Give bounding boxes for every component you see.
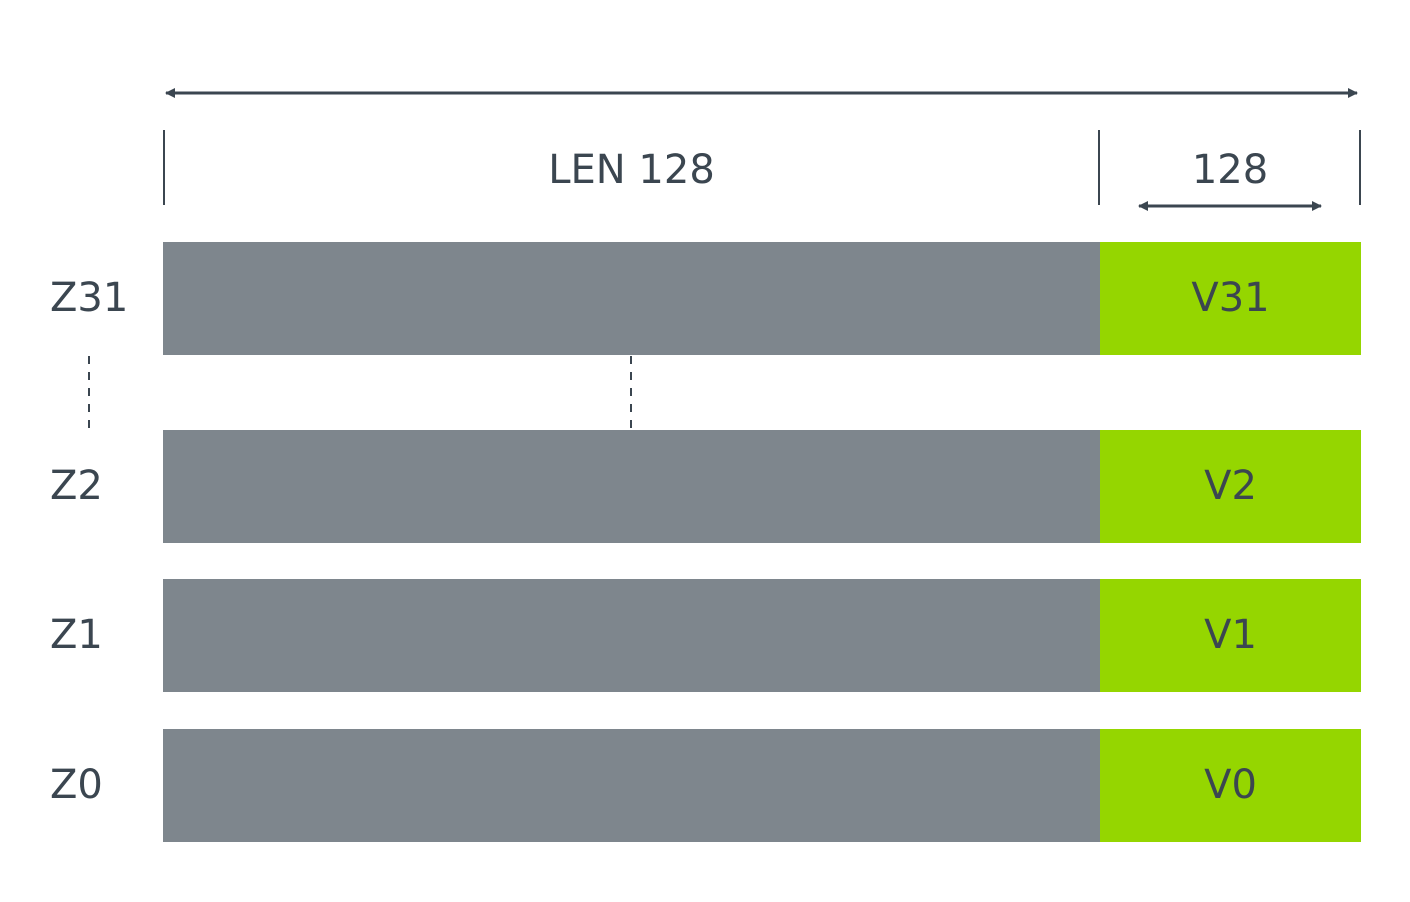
register-row-z0: Z0 V0 [0, 729, 1410, 842]
z-register-label: Z2 [50, 463, 103, 509]
v-register-bar: V1 [1100, 579, 1361, 692]
total-width-label: LEN 128 [548, 147, 715, 193]
v-register-bar: V31 [1100, 242, 1361, 355]
v-width-label: 128 [1191, 147, 1269, 193]
register-row-z31: Z31 V31 [0, 242, 1410, 355]
v-register-bar: V0 [1100, 729, 1361, 842]
z-register-bar [163, 242, 1100, 355]
z-register-label: Z1 [50, 612, 103, 658]
register-row-z2: Z2 V2 [0, 430, 1410, 543]
v-register-bar: V2 [1100, 430, 1361, 543]
z-register-bar [163, 579, 1100, 692]
register-row-z1: Z1 V1 [0, 579, 1410, 692]
z-register-label: Z0 [50, 762, 103, 808]
z-register-label: Z31 [50, 275, 129, 321]
z-register-bar [163, 430, 1100, 543]
z-register-bar [163, 729, 1100, 842]
